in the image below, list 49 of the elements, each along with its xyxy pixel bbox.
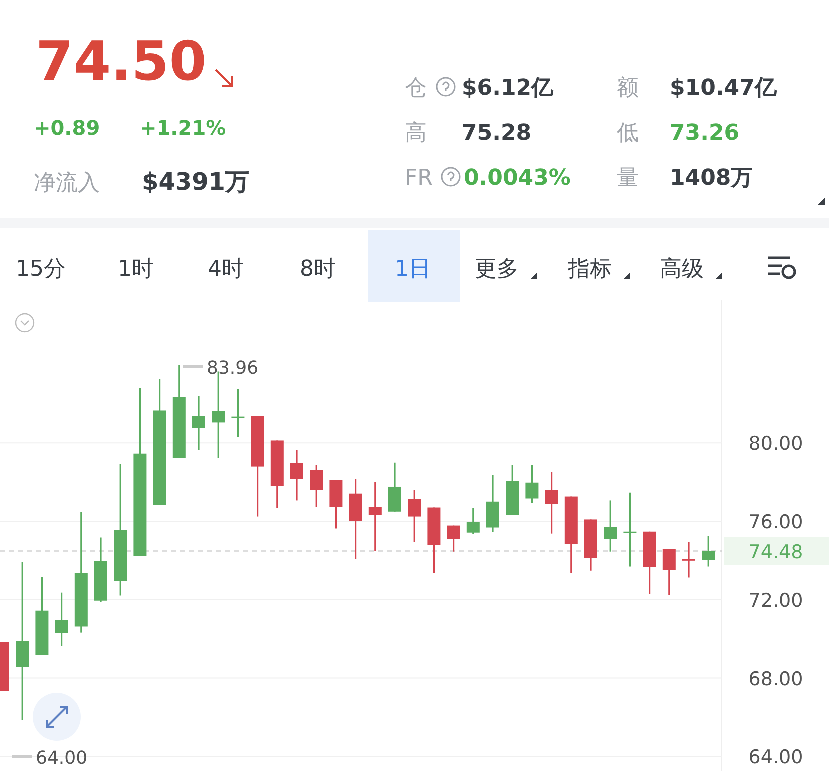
text: 仓 xyxy=(405,76,427,101)
text: +0.89 xyxy=(34,116,100,140)
candlestick xyxy=(604,500,618,553)
ref-line-label: 74.48 xyxy=(748,541,804,564)
y-tick-label: 68.00 xyxy=(748,668,804,690)
text: 73.26 xyxy=(670,121,740,146)
candlestick xyxy=(447,525,460,553)
text: 高级 xyxy=(660,257,704,282)
text: 1时 xyxy=(118,257,154,282)
text: 指标 xyxy=(567,257,612,282)
y-tick-label: 76.00 xyxy=(748,511,804,534)
candlestick xyxy=(408,490,422,544)
candlestick xyxy=(232,388,245,438)
candlestick xyxy=(290,449,304,502)
text: 低 xyxy=(617,121,639,146)
text: 1408万 xyxy=(670,166,754,191)
text: 高 xyxy=(405,121,427,146)
y-tick-label: 80.00 xyxy=(748,433,804,456)
candlestick xyxy=(682,542,696,579)
candlestick xyxy=(466,508,480,536)
text: 75.28 xyxy=(462,121,532,146)
text: FR xyxy=(405,166,433,191)
candlestick xyxy=(545,471,558,535)
candlestick xyxy=(55,592,68,647)
text: 15分 xyxy=(16,257,66,282)
text: 额 xyxy=(617,76,639,101)
candlestick xyxy=(624,492,637,568)
candlestick xyxy=(702,535,716,568)
y-tick-label: 72.00 xyxy=(748,590,804,612)
annotation: 83.96 xyxy=(207,358,259,379)
text: $4391万 xyxy=(142,168,250,196)
candlestick xyxy=(368,482,382,552)
text: 量 xyxy=(617,166,639,191)
text: 8时 xyxy=(300,257,336,282)
text: 74.50 xyxy=(36,30,207,93)
candlestick xyxy=(310,464,324,508)
text: 净流入 xyxy=(34,171,100,196)
text: 0.0043% xyxy=(464,166,571,191)
y-tick-label: 64.00 xyxy=(748,746,804,769)
text: $10.47亿 xyxy=(670,76,778,101)
candlestick xyxy=(662,548,676,596)
text: 更多 xyxy=(475,257,519,282)
text: +1.21% xyxy=(140,116,226,140)
text: 4时 xyxy=(208,257,244,282)
candlestick xyxy=(526,464,539,504)
text: $6.12亿 xyxy=(462,76,555,101)
candlestick xyxy=(192,395,206,451)
text: 1日 xyxy=(395,257,431,282)
annotation: 64.00 xyxy=(36,748,88,769)
